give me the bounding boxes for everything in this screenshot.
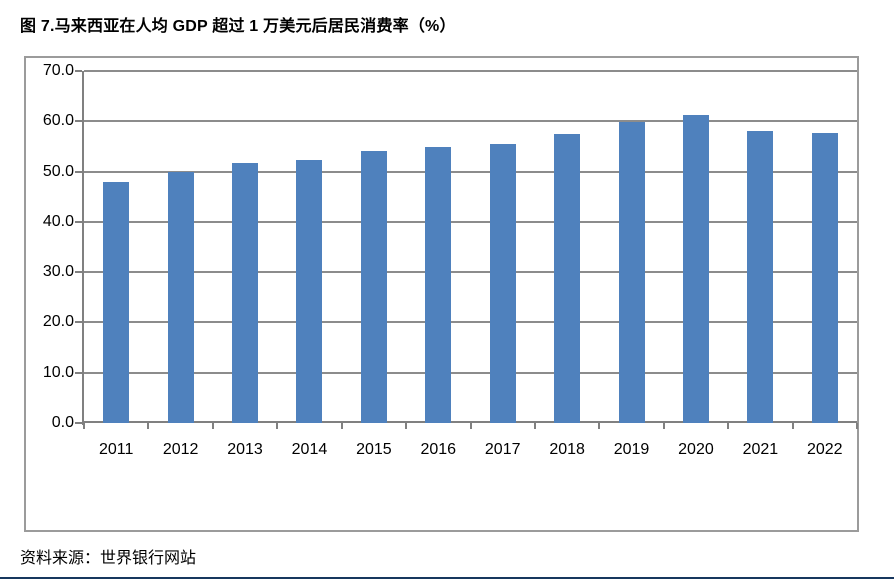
y-tick-label-40.0: 40.0 [42,212,74,230]
x-tick-label-2014: 2014 [291,441,328,458]
x-tick-mark [405,423,408,429]
y-tick-label-70.0: 70.0 [42,62,74,79]
bar-2018 [554,134,581,423]
x-tick-label-2018: 2018 [549,441,585,458]
x-tick-mark [276,423,279,429]
bar-2016 [425,146,452,423]
x-tick-label-2017: 2017 [484,441,521,458]
y-tick-mark-70.0 [75,70,82,72]
bar-2014 [296,159,323,423]
y-tick-label-0.0: 0.0 [51,414,74,431]
gridline-50 [84,170,857,173]
source-note: 资料来源：世界银行网站 [20,550,197,567]
bar-2019 [618,122,645,423]
x-tick-label-2022: 2022 [806,441,843,458]
gridline-10 [84,371,857,374]
bar-2022 [811,133,838,423]
x-tick-mark [856,423,858,429]
x-tick-mark [340,423,343,429]
y-tick-mark-30.0 [75,271,82,274]
y-tick-mark-20.0 [75,321,82,324]
figure-title: 图 7.马来西亚在人均 GDP 超过 1 万美元后居民消费率（%） [20,18,456,35]
y-tick-mark-40.0 [75,220,82,223]
chart-area: 2011 2012 2013 2014 2015 2016 2017 2018 2019 2020… [24,56,859,532]
bar-2012 [167,171,194,423]
x-axis-line [82,421,857,423]
y-tick-mark-0.0 [75,422,82,424]
x-tick-mark [791,423,794,429]
y-tick-label-50.0: 50.0 [42,162,74,180]
x-tick-label-2011: 2011 [99,441,134,458]
y-tick-label-20.0: 20.0 [42,313,74,331]
x-tick-mark [598,423,601,429]
gridline-30 [84,271,857,274]
y-tick-label-60.0: 60.0 [42,112,74,130]
x-tick-label-2021: 2021 [742,441,779,458]
gridline-60 [84,120,857,123]
bar-2021 [747,131,774,423]
y-tick-mark-60.0 [75,120,82,123]
x-tick-label-2013: 2013 [227,441,263,458]
x-tick-label-2015: 2015 [356,441,392,458]
bar-2015 [360,151,387,423]
y-tick-mark-10.0 [75,371,82,374]
x-tick-mark [83,423,85,429]
gridline-20 [84,321,857,324]
x-tick-label-2012: 2012 [162,441,199,458]
bottom-rule [0,577,894,579]
y-tick-label-10.0: 10.0 [42,363,74,381]
x-tick-label-2016: 2016 [420,441,457,458]
x-tick-label-2019: 2019 [613,441,650,458]
y-tick-mark-50.0 [75,170,82,173]
x-tick-mark [147,423,150,429]
bar-2013 [232,162,259,423]
x-tick-mark [727,423,730,429]
x-tick-label-2020: 2020 [678,441,714,458]
gridline-40 [84,220,857,223]
gridline-70 [84,70,857,72]
x-tick-mark [469,423,472,429]
x-tick-mark [662,423,665,429]
x-tick-mark [533,423,536,429]
y-axis-line [82,71,84,425]
bar-2017 [489,144,516,423]
bar-2011 [103,181,130,423]
bar-2020 [682,114,709,423]
plot-area: 2011 2012 2013 2014 2015 2016 2017 2018 2019 2020… [83,70,858,458]
x-tick-mark [211,423,214,429]
y-tick-label-30.0: 30.0 [42,263,74,281]
